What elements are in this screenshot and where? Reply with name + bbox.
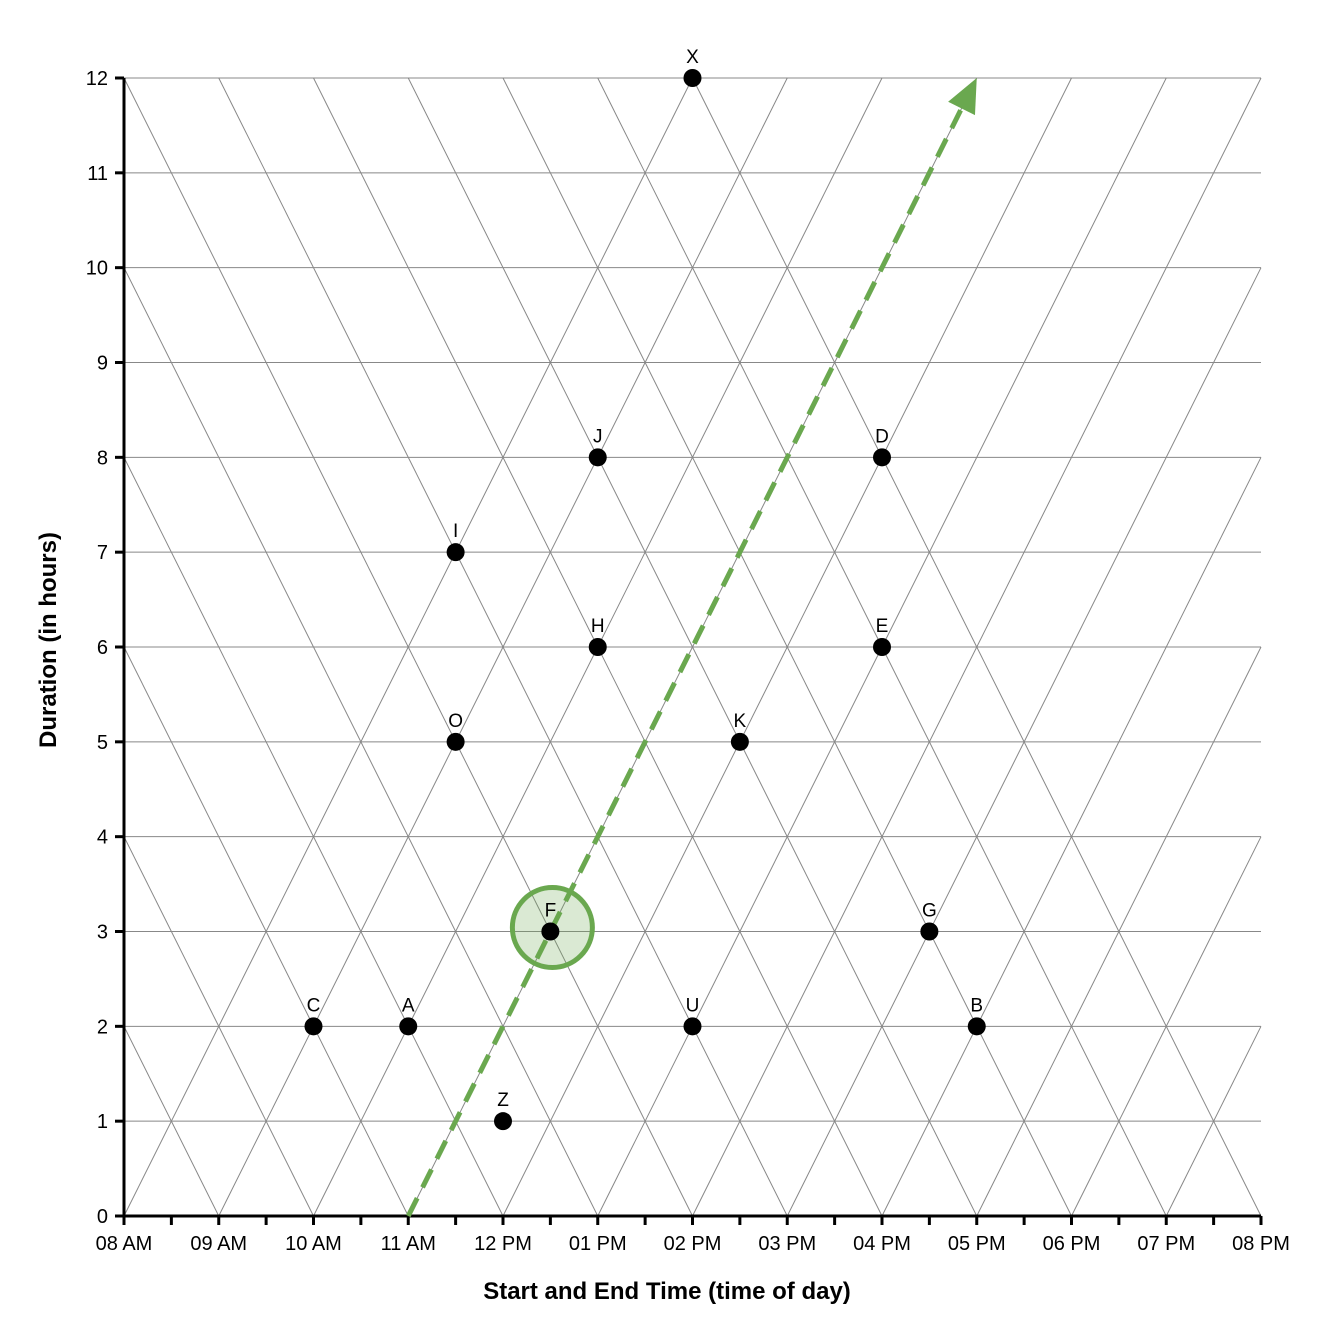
point-label-e: E <box>876 616 889 637</box>
x-tick-label: 11 AM <box>381 1233 436 1255</box>
y-tick-label: 1 <box>97 1111 108 1133</box>
point-label-i: I <box>453 521 458 542</box>
point-o <box>446 732 465 751</box>
point-x <box>683 69 702 87</box>
data-points: X J D I H E O K F G C A U B Z <box>304 47 986 1131</box>
point-label-h: H <box>591 616 605 637</box>
point-f <box>541 922 560 941</box>
lattice-line <box>123 836 314 1217</box>
trend-arrow <box>406 78 977 1218</box>
y-tick-label: 12 <box>86 68 108 90</box>
point-label-z: Z <box>497 1090 509 1111</box>
point-h <box>588 638 607 656</box>
x-tick-label: 04 PM <box>853 1233 911 1255</box>
x-tick-label: 02 PM <box>664 1233 722 1255</box>
x-axis-ticks: 08 AM 09 AM 10 AM 11 AM 12 PM 01 PM 02 PM 03 PM… <box>96 1216 1290 1255</box>
x-tick-label: 09 AM <box>190 1233 247 1255</box>
y-tick-label: 8 <box>97 447 108 469</box>
point-label-u: U <box>686 995 700 1016</box>
x-tick-label: 06 PM <box>1043 1233 1101 1255</box>
y-axis-title: Duration (in hours) <box>35 532 62 748</box>
lattice-line <box>407 77 978 1217</box>
point-d <box>873 448 891 467</box>
lattice-line <box>123 1026 220 1217</box>
y-tick-label: 9 <box>97 353 108 375</box>
x-axis-title: Start and End Time (time of day) <box>483 1278 851 1305</box>
y-tick-label: 4 <box>97 827 108 849</box>
point-a <box>399 1017 418 1036</box>
arrow-shaft <box>406 107 964 1218</box>
y-tick-label: 7 <box>97 542 108 564</box>
point-b <box>967 1017 986 1036</box>
x-tick-label: 03 PM <box>758 1233 816 1255</box>
point-label-o: O <box>448 711 463 732</box>
y-tick-label: 0 <box>97 1206 108 1228</box>
point-j <box>588 448 607 467</box>
point-c <box>304 1017 323 1036</box>
y-tick-label: 10 <box>86 258 108 280</box>
point-label-a: A <box>402 995 415 1016</box>
x-tick-label: 08 AM <box>96 1233 153 1255</box>
x-tick-label: 01 PM <box>569 1233 627 1255</box>
point-z <box>494 1112 512 1131</box>
triangular-grid <box>123 77 1262 1217</box>
point-i <box>446 543 465 562</box>
y-tick-label: 5 <box>97 732 108 754</box>
x-tick-label: 05 PM <box>948 1233 1006 1255</box>
point-label-f: F <box>545 901 557 922</box>
lattice-line <box>692 77 1262 1217</box>
x-tick-label: 10 AM <box>285 1233 342 1255</box>
point-label-c: C <box>307 995 321 1016</box>
x-tick-label: 08 PM <box>1232 1233 1290 1255</box>
point-label-k: K <box>734 711 747 732</box>
point-label-b: B <box>970 995 983 1016</box>
lattice-line <box>123 77 693 1217</box>
point-label-d: D <box>875 426 889 447</box>
point-label-x: X <box>686 47 699 68</box>
point-label-j: J <box>593 426 603 447</box>
point-u <box>683 1017 702 1036</box>
arrow-head <box>948 78 977 116</box>
point-k <box>730 732 749 751</box>
point-label-g: G <box>922 901 937 922</box>
point-g <box>920 922 939 941</box>
grid <box>124 77 1261 1122</box>
lattice-line <box>123 457 504 1217</box>
x-tick-label: 12 PM <box>474 1233 532 1255</box>
x-tick-label: 07 PM <box>1137 1233 1195 1255</box>
lattice-line <box>123 267 599 1217</box>
point-e <box>873 638 891 656</box>
y-tick-label: 6 <box>97 637 108 659</box>
y-tick-label: 3 <box>97 922 108 944</box>
y-tick-label: 11 <box>87 163 108 185</box>
lattice-line <box>123 646 409 1217</box>
y-tick-label: 2 <box>97 1016 108 1038</box>
